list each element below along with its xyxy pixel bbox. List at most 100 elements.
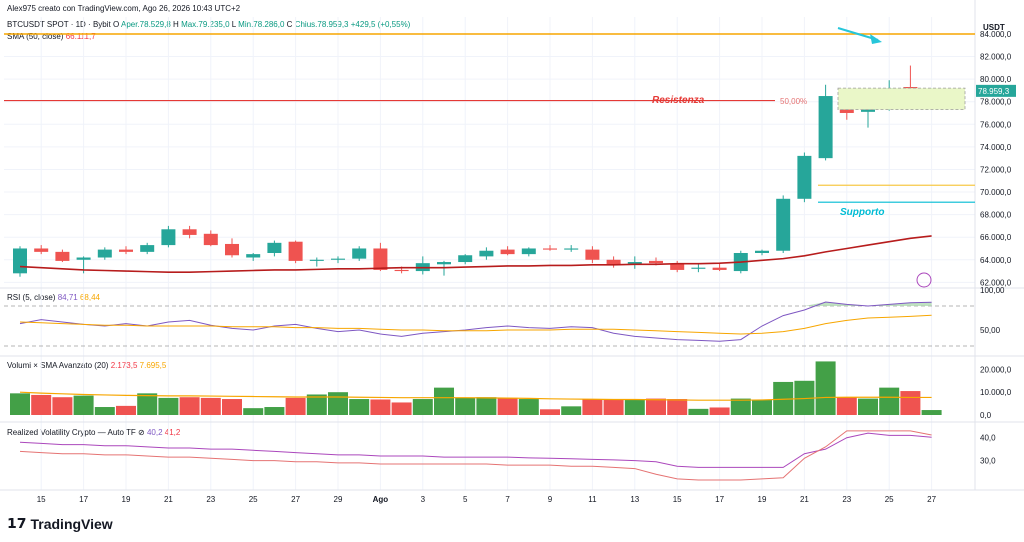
candle-body: [479, 250, 494, 257]
volume-bar: [794, 380, 815, 415]
volume-ma-line: [19, 391, 932, 401]
volume-bar: [518, 399, 539, 415]
candle-body: [246, 254, 261, 258]
price-tick: 70.000,0: [980, 188, 1012, 197]
volume-bar: [179, 397, 200, 415]
time-tick: 9: [548, 495, 553, 504]
candle-body: [373, 248, 388, 270]
time-tick: 17: [79, 495, 88, 504]
volatility-value2: 41,2: [164, 428, 181, 437]
candle-body: [458, 255, 473, 263]
rsi-ma-line: [19, 314, 932, 335]
rsi-value: 84,71: [57, 293, 78, 302]
tv-logo-icon: 𝟭𝟳: [7, 515, 27, 531]
volume-bar: [836, 397, 857, 415]
volume-bar: [921, 410, 942, 415]
volume-bar: [582, 399, 603, 415]
candle-body: [606, 259, 621, 265]
volume-bar: [412, 399, 433, 415]
time-tick: 3: [421, 495, 426, 504]
rsi-line: [19, 301, 932, 342]
volume-bar: [10, 393, 30, 415]
candle-body: [309, 259, 324, 261]
candle-body: [521, 248, 536, 255]
price-tick: 66.000,0: [980, 233, 1012, 242]
close-label: C: [286, 20, 293, 29]
price-tick: 72.000,0: [980, 165, 1012, 174]
time-tick: 27: [927, 495, 936, 504]
volume-bar: [222, 399, 242, 415]
volume-bar: [137, 393, 158, 415]
time-tick: 25: [885, 495, 894, 504]
volume-bar: [603, 399, 624, 415]
volume-bar: [243, 408, 264, 415]
resistance-label: Resistenza: [652, 95, 705, 106]
price-tick: 62.000,0: [980, 278, 1012, 287]
volume-bar: [646, 398, 666, 415]
high-value: Max.79.235,0: [181, 20, 230, 29]
volume-bar: [73, 395, 94, 415]
candle-body: [225, 243, 239, 256]
volume-ma-value: 7.695,5: [139, 361, 167, 370]
volatility-line2: [19, 430, 932, 481]
sma-value: 66.111,7: [65, 32, 96, 41]
time-tick: 21: [800, 495, 809, 504]
rsi-tick: 100,00: [980, 286, 1005, 295]
candle-body: [394, 269, 409, 272]
price-axis: 84.000,0 82.000,0 80.000,0 78.000,0 76.000,0…: [976, 30, 1016, 466]
time-tick: Ago: [373, 495, 389, 504]
time-tick: 17: [715, 495, 724, 504]
open-value: Aper.78.529,8: [120, 20, 171, 29]
candle-body: [500, 249, 515, 255]
lightning-icon-circle: [916, 272, 932, 288]
arrow-head: [870, 34, 882, 44]
volume-bar: [158, 397, 179, 415]
currency-label: USDT: [983, 23, 1005, 32]
volume-bar: [561, 406, 582, 415]
volatility-label: Realized Volatility Crypto — Auto TF: [7, 428, 136, 437]
volatility-line1: [19, 432, 932, 468]
volume-bar: [476, 397, 497, 415]
rsi-ma-value: 68,44: [79, 293, 100, 302]
open-label: O: [112, 20, 120, 29]
volume-bar: [52, 397, 73, 415]
support-label: Supporto: [840, 207, 885, 218]
volume-bar: [200, 397, 221, 415]
time-axis: 15 17 19 21 23 25 27 29 Ago 3 5 7 9 11 13 15 17 19 21 23 25 2…: [37, 495, 937, 504]
consolidation-box: [837, 87, 966, 110]
volatility-tick: 40,0: [980, 434, 996, 443]
candle-body: [97, 249, 112, 258]
candle-body: [818, 96, 833, 159]
candle-body: [182, 229, 197, 235]
candle-body: [649, 260, 663, 264]
sma-label: SMA (50, close): [7, 32, 64, 41]
volatility-eye-icon[interactable]: ⊘: [138, 428, 145, 437]
candle-body: [543, 248, 557, 250]
time-tick: 5: [463, 495, 468, 504]
last-price-text: 78.959,3: [978, 87, 1010, 96]
volume-bar: [264, 407, 285, 415]
price-tick: 76.000,0: [980, 120, 1012, 129]
candle-body: [140, 245, 155, 252]
time-tick: 7: [505, 495, 510, 504]
volume-bar: [667, 399, 688, 415]
price-tick: 78.000,0: [980, 98, 1012, 107]
volume-tick: 10.000,0: [980, 388, 1012, 397]
volume-bar: [31, 394, 52, 415]
time-tick: 19: [122, 495, 131, 504]
time-tick: 13: [630, 495, 639, 504]
candle-body: [670, 264, 685, 270]
time-tick: 25: [249, 495, 258, 504]
volume-bar: [752, 399, 772, 415]
candle-body: [119, 249, 133, 252]
candle-body: [352, 248, 367, 259]
symbol-name: BTCUSDT SPOT · 1D · Bybit: [7, 20, 111, 29]
candle-body: [755, 250, 769, 253]
price-tick: 80.000,0: [980, 75, 1012, 84]
price-tick: 82.000,0: [980, 53, 1012, 62]
volume-bar: [328, 392, 348, 415]
rsi-legend: RSI (5, close) 84,71 68,44: [7, 293, 100, 302]
candle-body: [712, 267, 727, 270]
time-tick: 15: [673, 495, 682, 504]
